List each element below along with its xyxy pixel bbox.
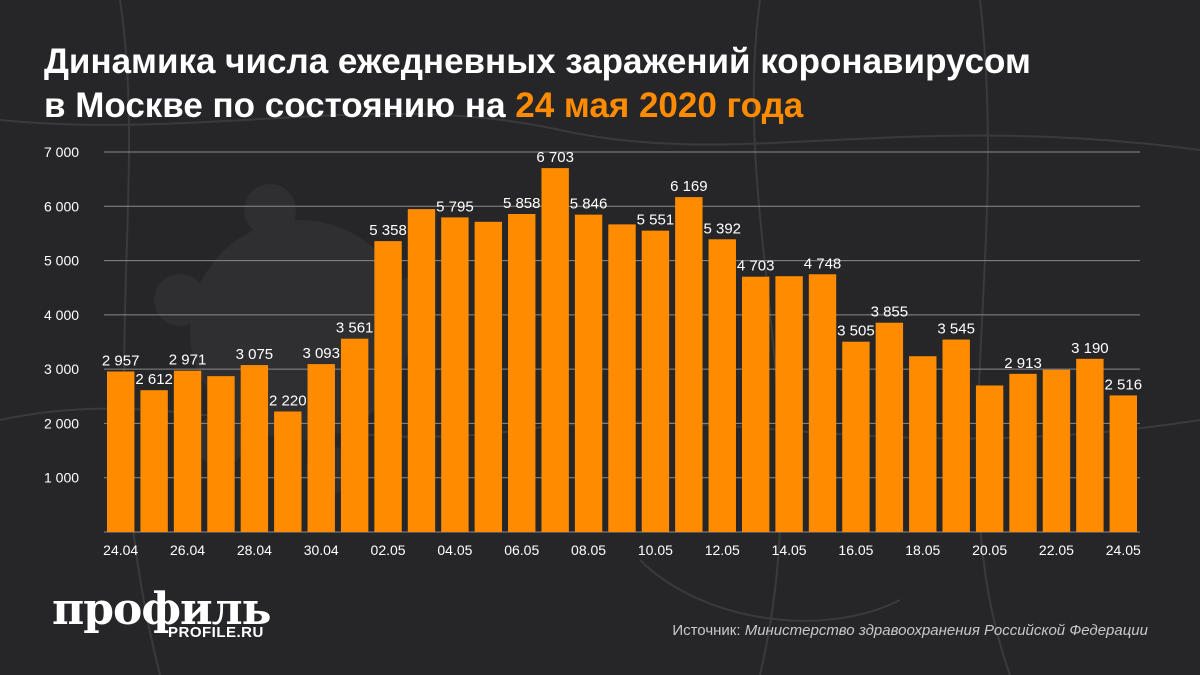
data-labels: 2 957 2 612 2 971 3 075 2 220 3 093 3 561 5 358… (102, 149, 1142, 409)
data-label: 5 846 (570, 196, 608, 213)
data-label: 3 561 (336, 320, 374, 337)
source-label: Источник: (672, 622, 741, 639)
x-tick-label: 14.05 (772, 542, 807, 558)
x-tick-label: 24.04 (103, 542, 138, 558)
title-date: 24 мая 2020 года (515, 86, 804, 125)
data-label: 2 612 (135, 371, 173, 388)
bar-16.05 (842, 341, 870, 532)
bar-25.04 (140, 390, 168, 532)
bar-24.05 (1109, 395, 1137, 532)
bar-11.05 (675, 197, 703, 532)
bar-12.05 (708, 239, 736, 532)
data-label: 2 913 (1004, 355, 1042, 372)
y-tick-label: 4 000 (44, 307, 79, 323)
x-tick-label: 10.05 (638, 542, 673, 558)
bar-03.05 (407, 209, 436, 532)
profile-url: PROFILE.RU (168, 624, 264, 641)
bar-09.05 (608, 224, 636, 532)
bar-04.05 (441, 217, 469, 532)
bar-24.04 (107, 371, 135, 532)
x-tick-label: 06.05 (504, 542, 539, 558)
bar-20.05 (975, 385, 1004, 532)
data-label: 4 703 (737, 258, 775, 275)
data-label: 2 220 (269, 392, 307, 409)
y-tick-label: 7 000 (44, 144, 79, 160)
bar-07.05 (541, 168, 569, 532)
data-label: 3 075 (236, 346, 274, 363)
bar-02.05 (374, 241, 402, 532)
bar-22.05 (1042, 369, 1071, 532)
x-tick-label: 30.04 (304, 542, 339, 558)
bar-15.05 (808, 274, 837, 532)
bar-29.04 (274, 411, 302, 532)
data-label: 5 392 (703, 220, 741, 237)
bar-13.05 (741, 276, 770, 532)
bar-14.05 (775, 276, 803, 532)
title-line1: Динамика числа ежедневных заражений коро… (44, 42, 1031, 81)
data-label: 5 795 (436, 198, 474, 215)
data-label: 6 703 (536, 149, 574, 166)
chart-title: Динамика числа ежедневных заражений коро… (44, 40, 1164, 128)
data-label: 3 855 (871, 304, 909, 321)
y-tick-label: 6 000 (44, 198, 79, 214)
x-tick-label: 04.05 (437, 542, 472, 558)
data-label: 2 971 (169, 352, 207, 369)
x-tick-label: 16.05 (838, 542, 873, 558)
y-tick-label: 2 000 (44, 415, 79, 431)
bar-08.05 (574, 214, 603, 532)
x-tick-label: 02.05 (371, 542, 406, 558)
bar-06.05 (508, 213, 536, 532)
y-tick-label: 1 000 (44, 470, 79, 486)
data-label: 5 858 (503, 195, 541, 212)
data-label: 2 516 (1105, 376, 1143, 393)
x-tick-label: 12.05 (705, 542, 740, 558)
bar-23.05 (1076, 358, 1104, 532)
title-line2: в Москве по состоянию на (44, 86, 506, 125)
x-tick-label: 08.05 (571, 542, 606, 558)
x-tick-label: 22.05 (1039, 542, 1074, 558)
bar-30.04 (307, 364, 335, 532)
bar-01.05 (340, 338, 369, 532)
data-label: 6 169 (670, 178, 708, 195)
x-tick-label: 28.04 (237, 542, 272, 558)
profile-logo: профиль (52, 584, 272, 635)
data-label: 5 358 (369, 222, 407, 239)
data-label: 3 093 (302, 345, 340, 362)
bar-05.05 (474, 221, 503, 532)
bar-28.04 (240, 365, 269, 532)
bar-27.04 (207, 376, 235, 532)
source-note: Источник: Министерство здравоохранения Р… (672, 622, 1148, 639)
x-tick-label: 20.05 (972, 542, 1007, 558)
x-tick-label: 24.05 (1106, 542, 1141, 558)
bar-10.05 (641, 230, 670, 532)
bar-21.05 (1009, 373, 1037, 532)
data-label: 3 545 (937, 321, 975, 338)
data-label: 4 748 (804, 255, 842, 272)
bar-17.05 (875, 322, 904, 532)
data-label: 2 957 (102, 352, 140, 369)
x-tick-label: 18.05 (905, 542, 940, 558)
bar-19.05 (942, 339, 970, 532)
x-tick-label: 26.04 (170, 542, 205, 558)
source-text: Министерство здравоохранения Российской … (744, 622, 1148, 639)
bar-18.05 (909, 356, 937, 532)
axis-labels: 1 000 2 000 3 000 4 000 5 000 6 000 7 000 24.04… (44, 144, 1141, 558)
data-label: 3 505 (837, 323, 875, 340)
bar-26.04 (173, 370, 202, 532)
data-label: 5 551 (637, 212, 675, 229)
bars (107, 168, 1137, 532)
y-tick-label: 3 000 (44, 361, 79, 377)
data-label: 3 190 (1071, 340, 1109, 357)
y-tick-label: 5 000 (44, 253, 79, 269)
